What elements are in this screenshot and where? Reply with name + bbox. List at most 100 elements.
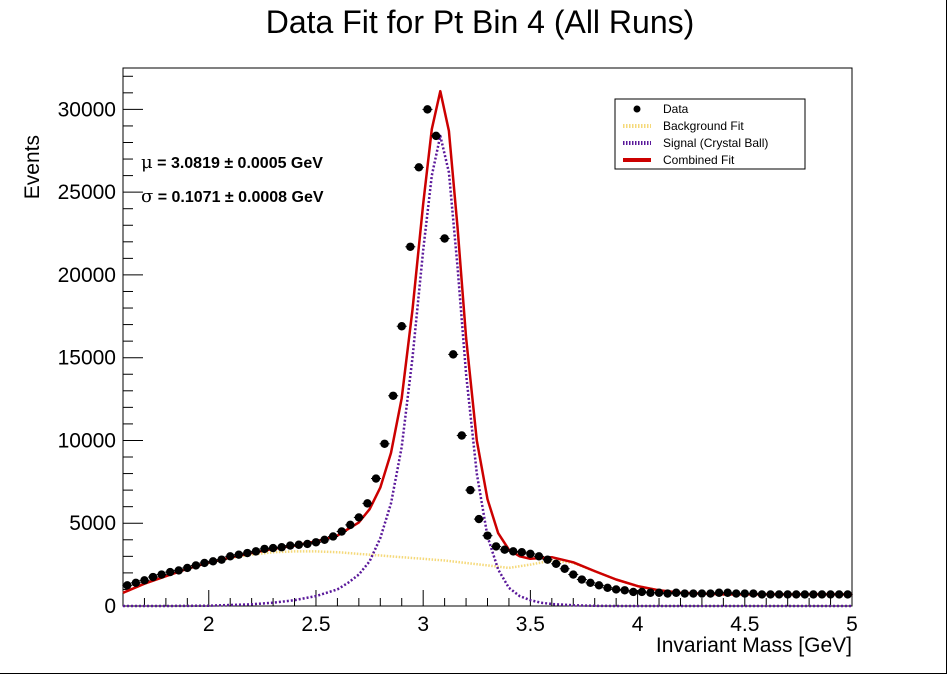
data-point bbox=[320, 535, 329, 544]
data-point bbox=[603, 583, 612, 592]
data-point bbox=[526, 549, 535, 559]
data-point bbox=[157, 570, 166, 579]
data-point bbox=[423, 105, 432, 114]
data-point bbox=[723, 588, 732, 597]
data-point bbox=[208, 557, 218, 566]
data-point bbox=[800, 590, 810, 599]
data-point bbox=[792, 590, 801, 599]
y-axis-label: Events bbox=[21, 135, 44, 199]
data-point bbox=[140, 576, 149, 585]
data-point bbox=[774, 590, 784, 599]
x-tick-label: 2.5 bbox=[301, 613, 330, 636]
x-tick-label: 3.5 bbox=[516, 613, 545, 636]
data-point bbox=[620, 586, 629, 595]
y-tick-label: 15000 bbox=[58, 347, 116, 370]
x-tick-label: 3 bbox=[417, 613, 429, 636]
x-tick-label: 5 bbox=[846, 613, 858, 636]
y-tick-label: 30000 bbox=[58, 98, 116, 121]
data-point bbox=[406, 242, 415, 251]
data-point bbox=[757, 590, 767, 599]
data-point bbox=[491, 542, 501, 551]
data-point bbox=[440, 234, 449, 243]
data-point bbox=[517, 548, 527, 557]
legend-label: Combined Fit bbox=[663, 153, 735, 167]
data-point bbox=[689, 589, 698, 598]
chart-title: Data Fit for Pt Bin 4 (All Runs) bbox=[266, 4, 695, 40]
data-point bbox=[286, 541, 295, 550]
legend-marker bbox=[633, 105, 641, 113]
data-point bbox=[346, 520, 355, 530]
data-point bbox=[328, 532, 338, 541]
data-point bbox=[629, 587, 638, 597]
data-point bbox=[680, 589, 689, 598]
data-point bbox=[834, 590, 844, 599]
data-point bbox=[457, 431, 466, 440]
legend-label: Data bbox=[663, 102, 689, 116]
data-point bbox=[732, 589, 741, 598]
data-point bbox=[243, 548, 252, 558]
data-point bbox=[586, 578, 595, 588]
data-point bbox=[594, 581, 604, 590]
y-tick-label: 25000 bbox=[58, 181, 116, 204]
data-point bbox=[294, 540, 304, 549]
data-point bbox=[783, 590, 792, 599]
data-point bbox=[200, 558, 209, 568]
data-point bbox=[148, 572, 158, 582]
legend: Data Background Fit Signal (Crystal Ball) C… bbox=[614, 98, 806, 170]
data-point bbox=[311, 538, 321, 547]
x-tick-label: 4.5 bbox=[730, 613, 759, 636]
fit-parameters: μ = 3.0819 ± 0.0005 GeV σ = 0.1071 ± 0.00… bbox=[141, 152, 324, 207]
legend-label: Background Fit bbox=[663, 119, 744, 133]
data-point bbox=[817, 590, 827, 599]
data-point bbox=[277, 543, 286, 552]
data-point bbox=[303, 539, 312, 549]
legend-label: Signal (Crystal Ball) bbox=[663, 136, 768, 150]
data-point bbox=[217, 555, 226, 564]
data-point bbox=[766, 590, 775, 599]
data-point bbox=[363, 499, 372, 508]
data-point bbox=[551, 559, 561, 568]
data-point bbox=[123, 581, 132, 590]
data-point bbox=[431, 131, 441, 141]
fit-parameter-text: μ = 3.0819 ± 0.0005 GeV bbox=[141, 152, 323, 173]
y-tick-label: 5000 bbox=[69, 512, 116, 535]
data-point bbox=[380, 439, 389, 448]
fit-parameter-text: σ = 0.1071 ± 0.0008 GeV bbox=[141, 186, 324, 207]
data-point bbox=[697, 589, 707, 598]
data-point bbox=[500, 545, 509, 554]
data-point bbox=[663, 589, 672, 598]
y-tick-label: 10000 bbox=[58, 429, 116, 452]
data-point bbox=[740, 589, 749, 598]
data-point bbox=[174, 566, 183, 575]
data-point bbox=[637, 587, 647, 597]
data-point bbox=[577, 575, 587, 584]
data-point bbox=[268, 543, 278, 553]
data-point bbox=[706, 589, 715, 598]
axes: 2 2.5 3 3.5 4 4.5 5 0 5000 10000 15000 20000 25000 30… bbox=[58, 67, 858, 636]
data-point bbox=[474, 514, 484, 524]
data-point bbox=[466, 485, 475, 495]
data-point bbox=[165, 567, 175, 577]
data-point bbox=[414, 163, 424, 172]
data-point bbox=[483, 531, 492, 540]
data-point bbox=[234, 550, 243, 559]
data-point bbox=[354, 513, 364, 522]
data-point bbox=[569, 570, 578, 579]
data-point bbox=[183, 563, 192, 573]
data-point bbox=[714, 588, 724, 597]
y-tick-label: 20000 bbox=[58, 264, 116, 287]
data-point bbox=[654, 588, 664, 597]
data-point bbox=[448, 350, 458, 359]
data-point bbox=[397, 322, 406, 331]
data-point bbox=[560, 564, 569, 573]
data-point bbox=[671, 588, 681, 597]
data-point bbox=[388, 391, 398, 400]
data-point bbox=[131, 578, 141, 588]
data-point bbox=[534, 552, 544, 561]
data-point bbox=[749, 589, 758, 598]
data-point bbox=[826, 590, 835, 599]
data-points bbox=[122, 105, 853, 599]
data-point bbox=[251, 547, 261, 556]
x-tick-label: 2 bbox=[203, 613, 215, 636]
